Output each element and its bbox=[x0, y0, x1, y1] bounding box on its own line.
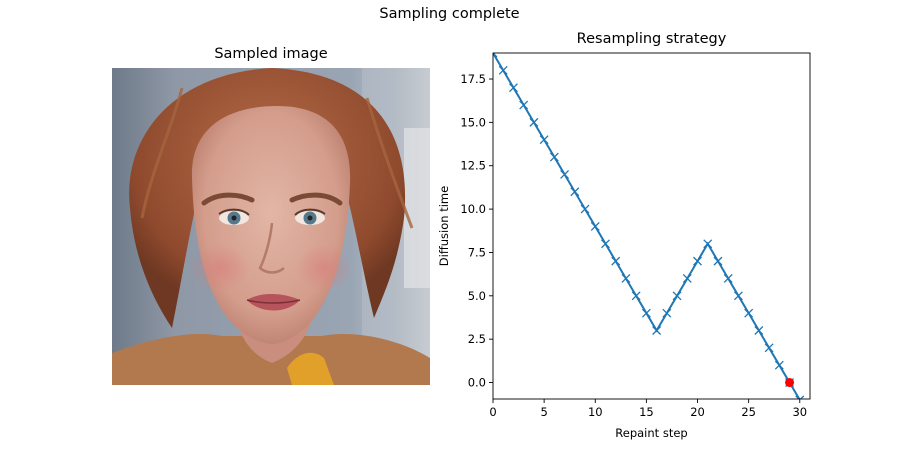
x-tick-label: 5 bbox=[540, 405, 547, 419]
x-tick-label: 25 bbox=[741, 405, 756, 419]
data-point-marker bbox=[703, 239, 713, 249]
data-point-marker bbox=[723, 274, 733, 283]
data-point-marker bbox=[498, 65, 508, 75]
sampled-portrait-image bbox=[112, 68, 430, 385]
data-point-marker bbox=[560, 169, 570, 179]
data-point-marker bbox=[754, 326, 764, 335]
y-tick-label: 17.5 bbox=[460, 72, 486, 86]
data-point-marker bbox=[611, 256, 621, 266]
data-point-marker bbox=[744, 308, 754, 318]
marker-layer bbox=[493, 53, 805, 399]
series-layer bbox=[493, 53, 801, 399]
data-point-marker bbox=[549, 152, 559, 162]
y-tick-label: 2.5 bbox=[468, 332, 486, 346]
data-point-marker bbox=[493, 53, 498, 58]
figure-suptitle: Sampling complete bbox=[379, 6, 520, 22]
y-axis-ticks: 0.0 2.5 5.0 7.5 10.0 12.5 15.0 17.5 bbox=[460, 72, 493, 390]
x-tick-label: 15 bbox=[639, 405, 654, 419]
data-point-marker bbox=[713, 256, 723, 266]
data-point-marker bbox=[733, 291, 743, 301]
y-tick-label: 7.5 bbox=[468, 245, 486, 259]
x-axis-label: Repaint step bbox=[615, 426, 687, 440]
data-point-marker bbox=[682, 274, 692, 283]
x-axis-ticks: 0 5 10 15 20 25 30 bbox=[489, 399, 807, 419]
data-point-marker bbox=[774, 360, 784, 370]
data-point-marker bbox=[662, 308, 672, 318]
data-point-marker bbox=[641, 308, 651, 318]
current-step-point bbox=[785, 378, 795, 388]
y-tick-label: 10.0 bbox=[460, 202, 486, 216]
data-point-marker bbox=[590, 221, 600, 231]
data-point-marker bbox=[764, 343, 774, 353]
data-point-marker bbox=[601, 239, 610, 249]
data-point-marker bbox=[631, 291, 641, 301]
data-point-marker bbox=[508, 83, 518, 93]
x-tick-label: 10 bbox=[588, 405, 603, 419]
x-tick-label: 30 bbox=[792, 405, 807, 419]
current-point-layer bbox=[785, 378, 795, 388]
plot-frame bbox=[492, 52, 811, 400]
y-axis-label: Diffusion time bbox=[437, 186, 451, 266]
portrait-photo-icon bbox=[112, 68, 430, 385]
data-point-marker bbox=[580, 204, 590, 214]
data-point-marker bbox=[652, 326, 662, 335]
data-point-marker bbox=[529, 117, 539, 127]
series-line-0 bbox=[493, 53, 801, 399]
data-point-marker bbox=[539, 135, 549, 145]
data-point-marker bbox=[795, 395, 805, 399]
x-tick-label: 0 bbox=[489, 405, 496, 419]
y-tick-label: 12.5 bbox=[460, 159, 486, 173]
data-point-marker bbox=[693, 256, 702, 266]
y-tick-label: 5.0 bbox=[468, 289, 486, 303]
y-tick-label: 15.0 bbox=[460, 115, 486, 129]
data-point-marker bbox=[519, 100, 529, 110]
x-tick-label: 20 bbox=[690, 405, 705, 419]
data-point-marker bbox=[570, 187, 580, 197]
data-point-marker bbox=[672, 291, 682, 301]
data-point-marker bbox=[621, 274, 631, 283]
y-tick-label: 0.0 bbox=[468, 376, 486, 390]
chart-title: Resampling strategy bbox=[576, 31, 727, 47]
image-panel-title: Sampled image bbox=[214, 46, 328, 62]
